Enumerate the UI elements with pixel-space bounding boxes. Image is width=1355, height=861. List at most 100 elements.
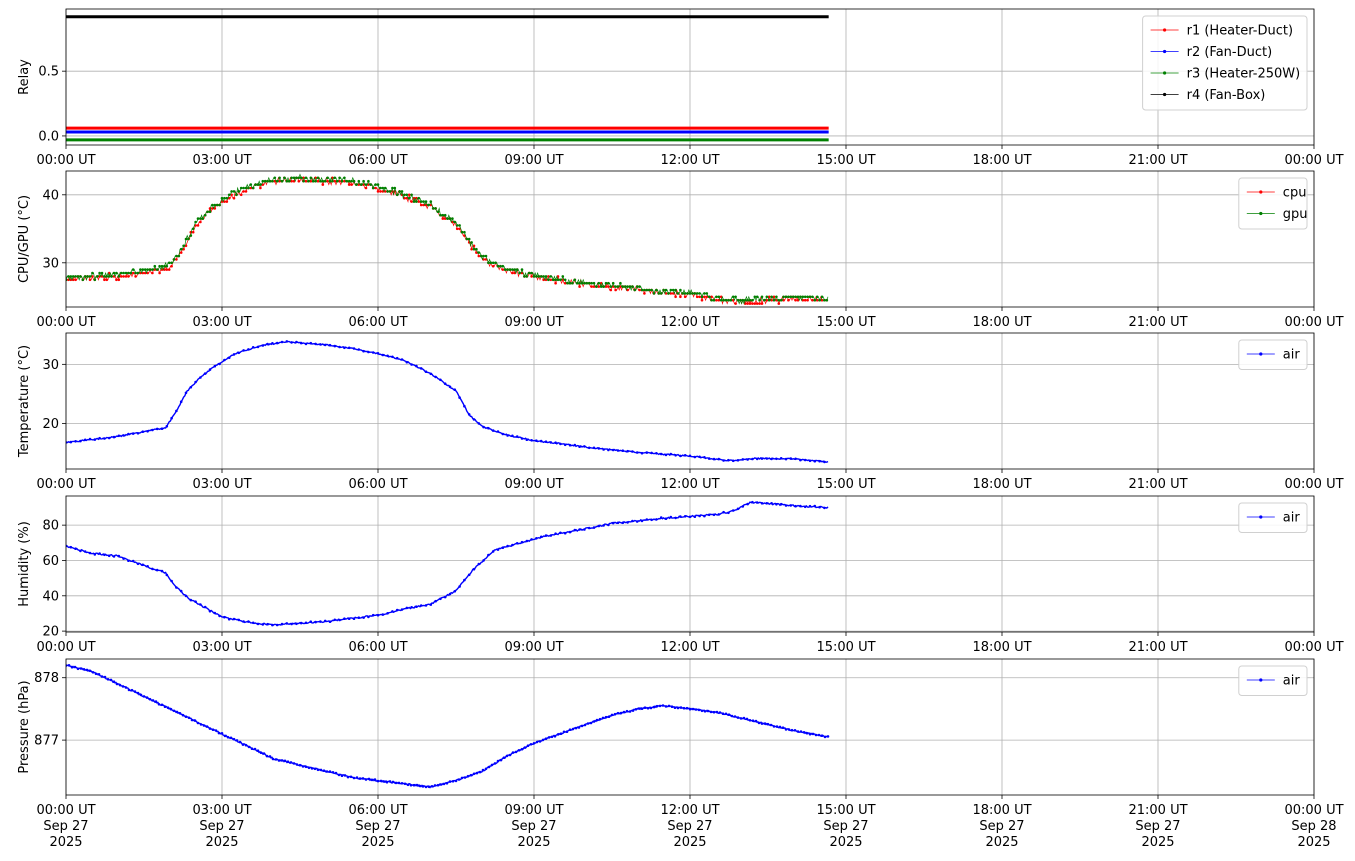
data-point (679, 288, 682, 292)
x-tick-day-label: Sep 27 (355, 819, 400, 834)
data-point (559, 442, 562, 446)
data-point (676, 292, 680, 295)
data-point (598, 717, 602, 721)
data-point (758, 302, 761, 305)
data-point (323, 619, 327, 623)
data-point (638, 288, 641, 292)
data-point (163, 264, 166, 268)
legend-label: air (1283, 674, 1301, 689)
data-point (400, 358, 404, 361)
x-tick-label: 06:00 UT (348, 477, 407, 492)
data-point (741, 505, 745, 508)
data-point (602, 285, 605, 288)
data-point (722, 510, 725, 514)
data-point (345, 179, 349, 183)
data-point (93, 278, 97, 282)
data-point (285, 340, 289, 343)
data-point (172, 709, 176, 713)
x-tick-year-label: 2025 (517, 835, 550, 850)
data-point (346, 775, 350, 779)
data-point (374, 186, 377, 190)
data-point (806, 298, 809, 302)
x-tick-label: 12:00 UT (660, 315, 719, 330)
data-point (388, 780, 392, 783)
data-point (158, 264, 161, 268)
data-point (285, 179, 289, 183)
data-point (242, 190, 245, 193)
data-point (370, 778, 374, 782)
legend-label: r4 (Fan-Box) (1187, 88, 1266, 103)
data-point (379, 186, 382, 190)
data-point (88, 437, 92, 441)
legend-marker (1163, 71, 1167, 75)
data-point (619, 281, 622, 285)
data-point (616, 285, 620, 288)
data-point (453, 590, 457, 593)
data-point (508, 268, 512, 271)
data-point (549, 275, 553, 278)
data-point (362, 349, 365, 353)
data-point (237, 351, 241, 355)
data-point (405, 606, 409, 610)
data-point (361, 777, 365, 780)
data-point (69, 545, 73, 549)
data-point (299, 621, 303, 625)
data-point (614, 285, 617, 288)
data-point (431, 207, 435, 210)
data-point (407, 193, 411, 197)
data-point (631, 285, 634, 288)
data-point (446, 217, 449, 220)
data-point (695, 295, 699, 299)
data-point (623, 285, 627, 288)
data-point (405, 193, 409, 197)
data-point (772, 298, 776, 302)
data-point (235, 193, 238, 197)
data-point (165, 264, 169, 268)
x-tick-label: 09:00 UT (504, 315, 563, 330)
data-point (376, 183, 380, 186)
data-point (458, 585, 461, 588)
data-point (472, 247, 476, 251)
data-point (304, 342, 308, 346)
data-point (669, 515, 673, 519)
data-point (382, 780, 386, 783)
data-point (410, 363, 413, 366)
data-point (112, 680, 116, 683)
x-tick-year-label: 2025 (829, 835, 862, 850)
data-point (439, 378, 442, 382)
data-point (694, 708, 698, 711)
legend-box (1238, 502, 1308, 533)
data-point (124, 271, 128, 275)
data-point (755, 501, 759, 504)
data-point (823, 298, 826, 302)
data-point (794, 295, 797, 299)
data-point (525, 539, 529, 543)
data-point (742, 716, 746, 720)
series-air-markers (66, 664, 830, 789)
data-point (131, 432, 135, 435)
data-point (803, 295, 807, 299)
x-tick-label: 03:00 UT (192, 640, 251, 655)
data-point (659, 452, 663, 456)
data-point (328, 620, 332, 623)
data-point (215, 203, 219, 207)
data-point (419, 367, 423, 370)
data-point (441, 217, 445, 220)
data-point (88, 551, 92, 555)
data-point (487, 765, 491, 769)
data-point (69, 440, 73, 444)
data-point (105, 278, 109, 282)
data-point (789, 295, 793, 299)
data-point (674, 454, 677, 457)
data-point (547, 278, 550, 282)
data-point (94, 672, 98, 676)
x-tick-label: 18:00 UT (972, 803, 1031, 818)
data-point (790, 728, 794, 732)
data-point (208, 609, 212, 613)
data-point (748, 298, 752, 302)
series-air-markers (66, 500, 826, 627)
data-point (189, 234, 193, 237)
data-point (91, 671, 95, 674)
data-point (712, 513, 716, 517)
data-point (136, 271, 140, 275)
